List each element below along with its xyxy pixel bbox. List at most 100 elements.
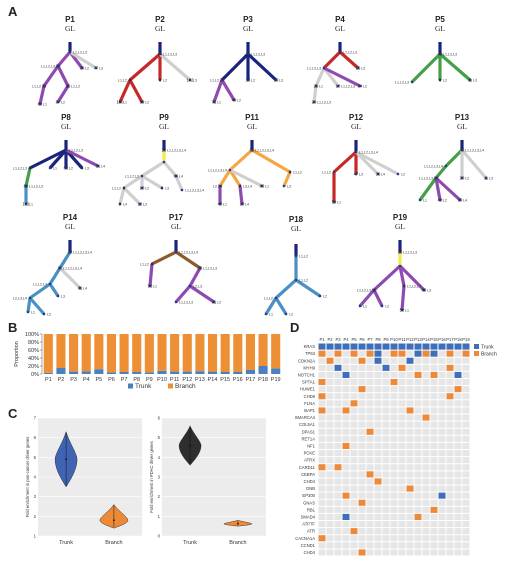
bar-branch bbox=[271, 334, 281, 369]
heatmap-cell-branch bbox=[342, 407, 350, 414]
heatmap-cell-branch bbox=[366, 428, 374, 435]
tree-branch bbox=[282, 171, 292, 187]
heatmap-cell-empty bbox=[334, 499, 342, 506]
tree-node bbox=[246, 52, 250, 56]
node-count: 19 bbox=[68, 250, 73, 255]
heatmap-cell-empty bbox=[318, 485, 326, 492]
column-label: P15 bbox=[430, 337, 438, 342]
tree-node bbox=[318, 294, 322, 298]
x-tick-label: P6 bbox=[108, 377, 115, 383]
heatmap-cell-empty bbox=[406, 393, 414, 400]
gene-row-label: TP53 bbox=[305, 351, 316, 356]
heatmap-cell-empty bbox=[438, 414, 446, 421]
heatmap-cell-empty bbox=[334, 549, 342, 556]
tree-title: P17 bbox=[169, 213, 184, 222]
node-region-label: L4 bbox=[381, 172, 385, 176]
x-tick-label: P14 bbox=[208, 377, 218, 383]
heatmap-cell-empty bbox=[334, 357, 342, 364]
heatmap-cell-empty bbox=[326, 364, 334, 371]
heatmap-cell-empty bbox=[358, 421, 366, 428]
tree-node bbox=[372, 288, 376, 292]
node-region-label: L1,L2 bbox=[140, 262, 149, 266]
heatmap-cell-empty bbox=[430, 478, 438, 485]
tree-branch bbox=[418, 177, 438, 201]
heatmap-cell-empty bbox=[334, 421, 342, 428]
heatmap-cell-empty bbox=[430, 414, 438, 421]
node-count: 5 bbox=[29, 166, 32, 171]
heatmap-cell-empty bbox=[398, 478, 406, 485]
heatmap-cell-empty bbox=[350, 421, 358, 428]
heatmap-cell-empty bbox=[350, 414, 358, 421]
heatmap-cell-empty bbox=[390, 407, 398, 414]
heatmap-cell-empty bbox=[334, 450, 342, 457]
heatmap-cell-empty bbox=[342, 379, 350, 386]
heatmap-cell-empty bbox=[438, 521, 446, 528]
node-region-label: L2 bbox=[443, 78, 447, 82]
heatmap-cell-trunk bbox=[358, 343, 366, 350]
heatmap-cell-empty bbox=[366, 521, 374, 528]
bar-branch bbox=[233, 334, 243, 372]
tree-node bbox=[118, 100, 122, 104]
node-region-label: L1,L2,L3 bbox=[343, 50, 357, 54]
bar-trunk bbox=[170, 371, 180, 374]
node-region-label: L2 bbox=[217, 300, 221, 304]
tree-node bbox=[162, 148, 166, 152]
tree-branch bbox=[56, 85, 70, 103]
heatmap-cell-empty bbox=[406, 492, 414, 499]
node-count: 15 bbox=[66, 84, 71, 89]
node-count: 162 bbox=[23, 202, 31, 207]
heatmap-cell-trunk bbox=[342, 513, 350, 520]
tree-node bbox=[314, 84, 318, 88]
column-label: P13 bbox=[414, 337, 422, 342]
node-region-label: L4 bbox=[179, 174, 183, 178]
heatmap-cell-empty bbox=[366, 357, 374, 364]
column-label: P17 bbox=[446, 337, 454, 342]
heatmap-cell-empty bbox=[406, 549, 414, 556]
heatmap-cell-trunk bbox=[382, 343, 390, 350]
heatmap-cell-empty bbox=[334, 521, 342, 528]
heatmap-cell-empty bbox=[350, 464, 358, 471]
heatmap-cell-branch bbox=[390, 379, 398, 386]
heatmap-cell-empty bbox=[350, 478, 358, 485]
heatmap-cell-empty bbox=[430, 393, 438, 400]
heatmap-cell-empty bbox=[430, 492, 438, 499]
heatmap-cell-empty bbox=[390, 478, 398, 485]
heatmap-cell-empty bbox=[342, 464, 350, 471]
node-region-label: L3 bbox=[427, 288, 431, 292]
heatmap-cell-empty bbox=[334, 513, 342, 520]
node-count: 26 bbox=[220, 78, 225, 83]
bar-trunk bbox=[144, 372, 154, 374]
heatmap-cell-empty bbox=[390, 386, 398, 393]
tree-branch bbox=[148, 263, 154, 287]
heatmap-cell-empty bbox=[374, 535, 382, 542]
heatmap-cell-empty bbox=[430, 549, 438, 556]
heatmap-cell-empty bbox=[414, 535, 422, 542]
heatmap-cell-empty bbox=[358, 400, 366, 407]
heatmap-cell-branch bbox=[342, 442, 350, 449]
heatmap-cell-branch bbox=[350, 400, 358, 407]
heatmap-cell-empty bbox=[462, 506, 470, 513]
heatmap-cell-empty bbox=[454, 379, 462, 386]
node-count: 88 bbox=[38, 102, 43, 107]
heatmap-cell-empty bbox=[446, 492, 454, 499]
gene-row-label: CHD4 bbox=[304, 550, 316, 555]
tree-node bbox=[460, 148, 464, 152]
heatmap-cell-empty bbox=[382, 435, 390, 442]
column-label: P8 bbox=[375, 337, 381, 342]
heatmap-cell-branch bbox=[318, 464, 326, 471]
node-count: 99 bbox=[140, 100, 145, 105]
heatmap-cell-empty bbox=[358, 521, 366, 528]
tree-node bbox=[434, 176, 438, 180]
node-region-label: L3 bbox=[361, 66, 365, 70]
heatmap-cell-empty bbox=[430, 471, 438, 478]
heatmap-cell-empty bbox=[438, 478, 446, 485]
heatmap-cell-empty bbox=[326, 371, 334, 378]
heatmap-cell-empty bbox=[438, 535, 446, 542]
heatmap-cell-empty bbox=[358, 492, 366, 499]
node-region-label: L1,L2,L3 bbox=[251, 52, 265, 56]
node-region-label: L3 bbox=[143, 202, 147, 206]
